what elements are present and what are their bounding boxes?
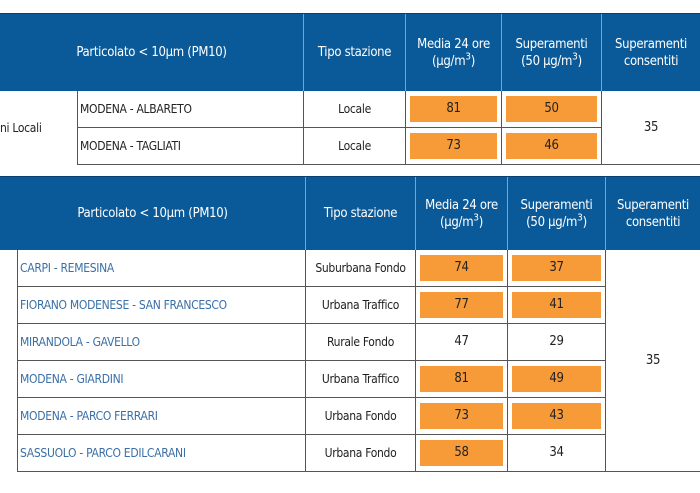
superamenti-cell: 37 bbox=[508, 250, 607, 287]
superamenti-header-unit: (50 µg/m bbox=[526, 214, 578, 230]
table-row: FIORANO MODENESE - SAN FRANCESCO Urbana T… bbox=[0, 287, 700, 324]
media-header-line1: Media 24 ore bbox=[425, 197, 498, 213]
allowed-value: 35 bbox=[602, 91, 700, 165]
media-value: 81 bbox=[420, 366, 504, 392]
superamenti-header: Superamenti (50 µg/m3) bbox=[502, 14, 603, 91]
region-spacer bbox=[0, 250, 18, 472]
media-header-unit: (µg/m bbox=[432, 53, 466, 69]
superamenti-cell: 46 bbox=[502, 128, 603, 165]
station-link[interactable]: CARPI - REMESINA bbox=[18, 250, 307, 287]
media-header: Media 24 ore (µg/m3) bbox=[416, 177, 509, 250]
superamenti-value: 41 bbox=[512, 292, 602, 318]
station-name: MODENA - TAGLIATI bbox=[78, 128, 305, 165]
media-value: 77 bbox=[420, 292, 504, 318]
allowed-header-line1: Superamenti bbox=[615, 36, 687, 52]
pm10-local-table: Particolato < 10µm (PM10) Tipo stazione … bbox=[0, 14, 700, 165]
superamenti-value: 34 bbox=[549, 445, 564, 460]
superamenti-header-cube: 3 bbox=[577, 212, 583, 224]
table-row: ni Locali MODENA - ALBARETO Locale 81 50… bbox=[0, 91, 700, 165]
media-header-cube: 3 bbox=[473, 212, 479, 224]
superamenti-header: Superamenti (50 µg/m3) bbox=[508, 177, 607, 250]
media-cell: 77 bbox=[416, 287, 509, 324]
station-type: Urbana Fondo bbox=[306, 398, 417, 435]
table-row: SASSUOLO - PARCO EDILCARANI Urbana Fondo 5… bbox=[0, 435, 700, 472]
superamenti-value: 29 bbox=[549, 334, 564, 349]
media-cell: 74 bbox=[416, 250, 509, 287]
station-link[interactable]: SASSUOLO - PARCO EDILCARANI bbox=[18, 435, 307, 472]
superamenti-header-line1: Superamenti bbox=[515, 36, 588, 52]
table-row: MIRANDOLA - GAVELLO Rurale Fondo 47 29 bbox=[0, 324, 700, 361]
station-name: MODENA - ALBARETO bbox=[78, 91, 305, 128]
superamenti-value: 43 bbox=[512, 403, 602, 429]
media-cell: 81 bbox=[406, 91, 503, 128]
pm10-province-table: Particolato < 10µm (PM10) Tipo stazione … bbox=[0, 177, 700, 472]
superamenti-header-paren: ) bbox=[577, 53, 583, 69]
media-header-paren: ) bbox=[478, 214, 484, 230]
pollutant-header: Particolato < 10µm (PM10) bbox=[0, 177, 307, 250]
media-cell: 73 bbox=[406, 128, 503, 165]
station-link[interactable]: MODENA - GIARDINI bbox=[18, 361, 307, 398]
table-body: CARPI - REMESINA Suburbana Fondo 74 37 35 FIO… bbox=[0, 250, 700, 472]
media-value: 47 bbox=[454, 334, 469, 349]
header-row: Particolato < 10µm (PM10) Tipo stazione … bbox=[0, 14, 700, 91]
media-header-line1: Media 24 ore bbox=[417, 36, 490, 52]
media-value: 73 bbox=[420, 403, 504, 429]
media-header-paren: ) bbox=[470, 53, 476, 69]
station-type: Urbana Fondo bbox=[306, 435, 417, 472]
allowed-header: Superamenti consentiti bbox=[606, 177, 700, 250]
media-cell: 58 bbox=[416, 435, 509, 472]
station-type: Suburbana Fondo bbox=[306, 250, 417, 287]
media-cell: 81 bbox=[416, 361, 509, 398]
superamenti-header-unit: (50 µg/m bbox=[521, 53, 573, 69]
superamenti-header-line1: Superamenti bbox=[520, 197, 593, 213]
station-type-header: Tipo stazione bbox=[304, 14, 407, 91]
station-type: Urbana Traffico bbox=[306, 287, 417, 324]
allowed-value: 35 bbox=[606, 250, 700, 472]
media-header: Media 24 ore (µg/m3) bbox=[406, 14, 503, 91]
media-value: 58 bbox=[420, 440, 504, 466]
table-row: MODENA - TAGLIATI Locale 73 46 bbox=[0, 128, 700, 165]
station-type-header: Tipo stazione bbox=[306, 177, 417, 250]
media-value: 74 bbox=[420, 255, 504, 281]
superamenti-header-cube: 3 bbox=[572, 51, 578, 63]
media-value: 73 bbox=[410, 133, 498, 159]
station-link[interactable]: MIRANDOLA - GAVELLO bbox=[18, 324, 307, 361]
allowed-header-line2: consentiti bbox=[625, 214, 681, 230]
region-label: ni Locali bbox=[0, 91, 78, 165]
media-header-cube: 3 bbox=[465, 51, 471, 63]
table-row: MODENA - PARCO FERRARI Urbana Fondo 73 43 bbox=[0, 398, 700, 435]
station-type: Urbana Traffico bbox=[306, 361, 417, 398]
station-link[interactable]: FIORANO MODENESE - SAN FRANCESCO bbox=[18, 287, 307, 324]
pollutant-header: Particolato < 10µm (PM10) bbox=[0, 14, 305, 91]
station-type: Rurale Fondo bbox=[306, 324, 417, 361]
header-row: Particolato < 10µm (PM10) Tipo stazione … bbox=[0, 177, 700, 250]
media-cell: 47 bbox=[416, 324, 509, 361]
allowed-header-line2: consentiti bbox=[623, 53, 679, 69]
media-cell: 73 bbox=[416, 398, 509, 435]
media-value: 81 bbox=[410, 96, 498, 122]
station-link[interactable]: MODENA - PARCO FERRARI bbox=[18, 398, 307, 435]
station-type: Locale bbox=[304, 91, 407, 128]
table-row: CARPI - REMESINA Suburbana Fondo 74 37 35 bbox=[0, 250, 700, 472]
superamenti-cell: 34 bbox=[508, 435, 607, 472]
superamenti-value: 50 bbox=[506, 96, 598, 122]
superamenti-cell: 41 bbox=[508, 287, 607, 324]
allowed-header-line1: Superamenti bbox=[617, 197, 689, 213]
superamenti-value: 46 bbox=[506, 133, 598, 159]
superamenti-header-paren: ) bbox=[582, 214, 588, 230]
table-row: MODENA - GIARDINI Urbana Traffico 81 49 bbox=[0, 361, 700, 398]
station-type: Locale bbox=[304, 128, 407, 165]
superamenti-value: 49 bbox=[512, 366, 602, 392]
superamenti-cell: 43 bbox=[508, 398, 607, 435]
superamenti-value: 37 bbox=[512, 255, 602, 281]
superamenti-cell: 29 bbox=[508, 324, 607, 361]
media-header-unit: (µg/m bbox=[440, 214, 474, 230]
superamenti-cell: 50 bbox=[502, 91, 603, 128]
superamenti-cell: 49 bbox=[508, 361, 607, 398]
allowed-header: Superamenti consentiti bbox=[602, 14, 700, 91]
